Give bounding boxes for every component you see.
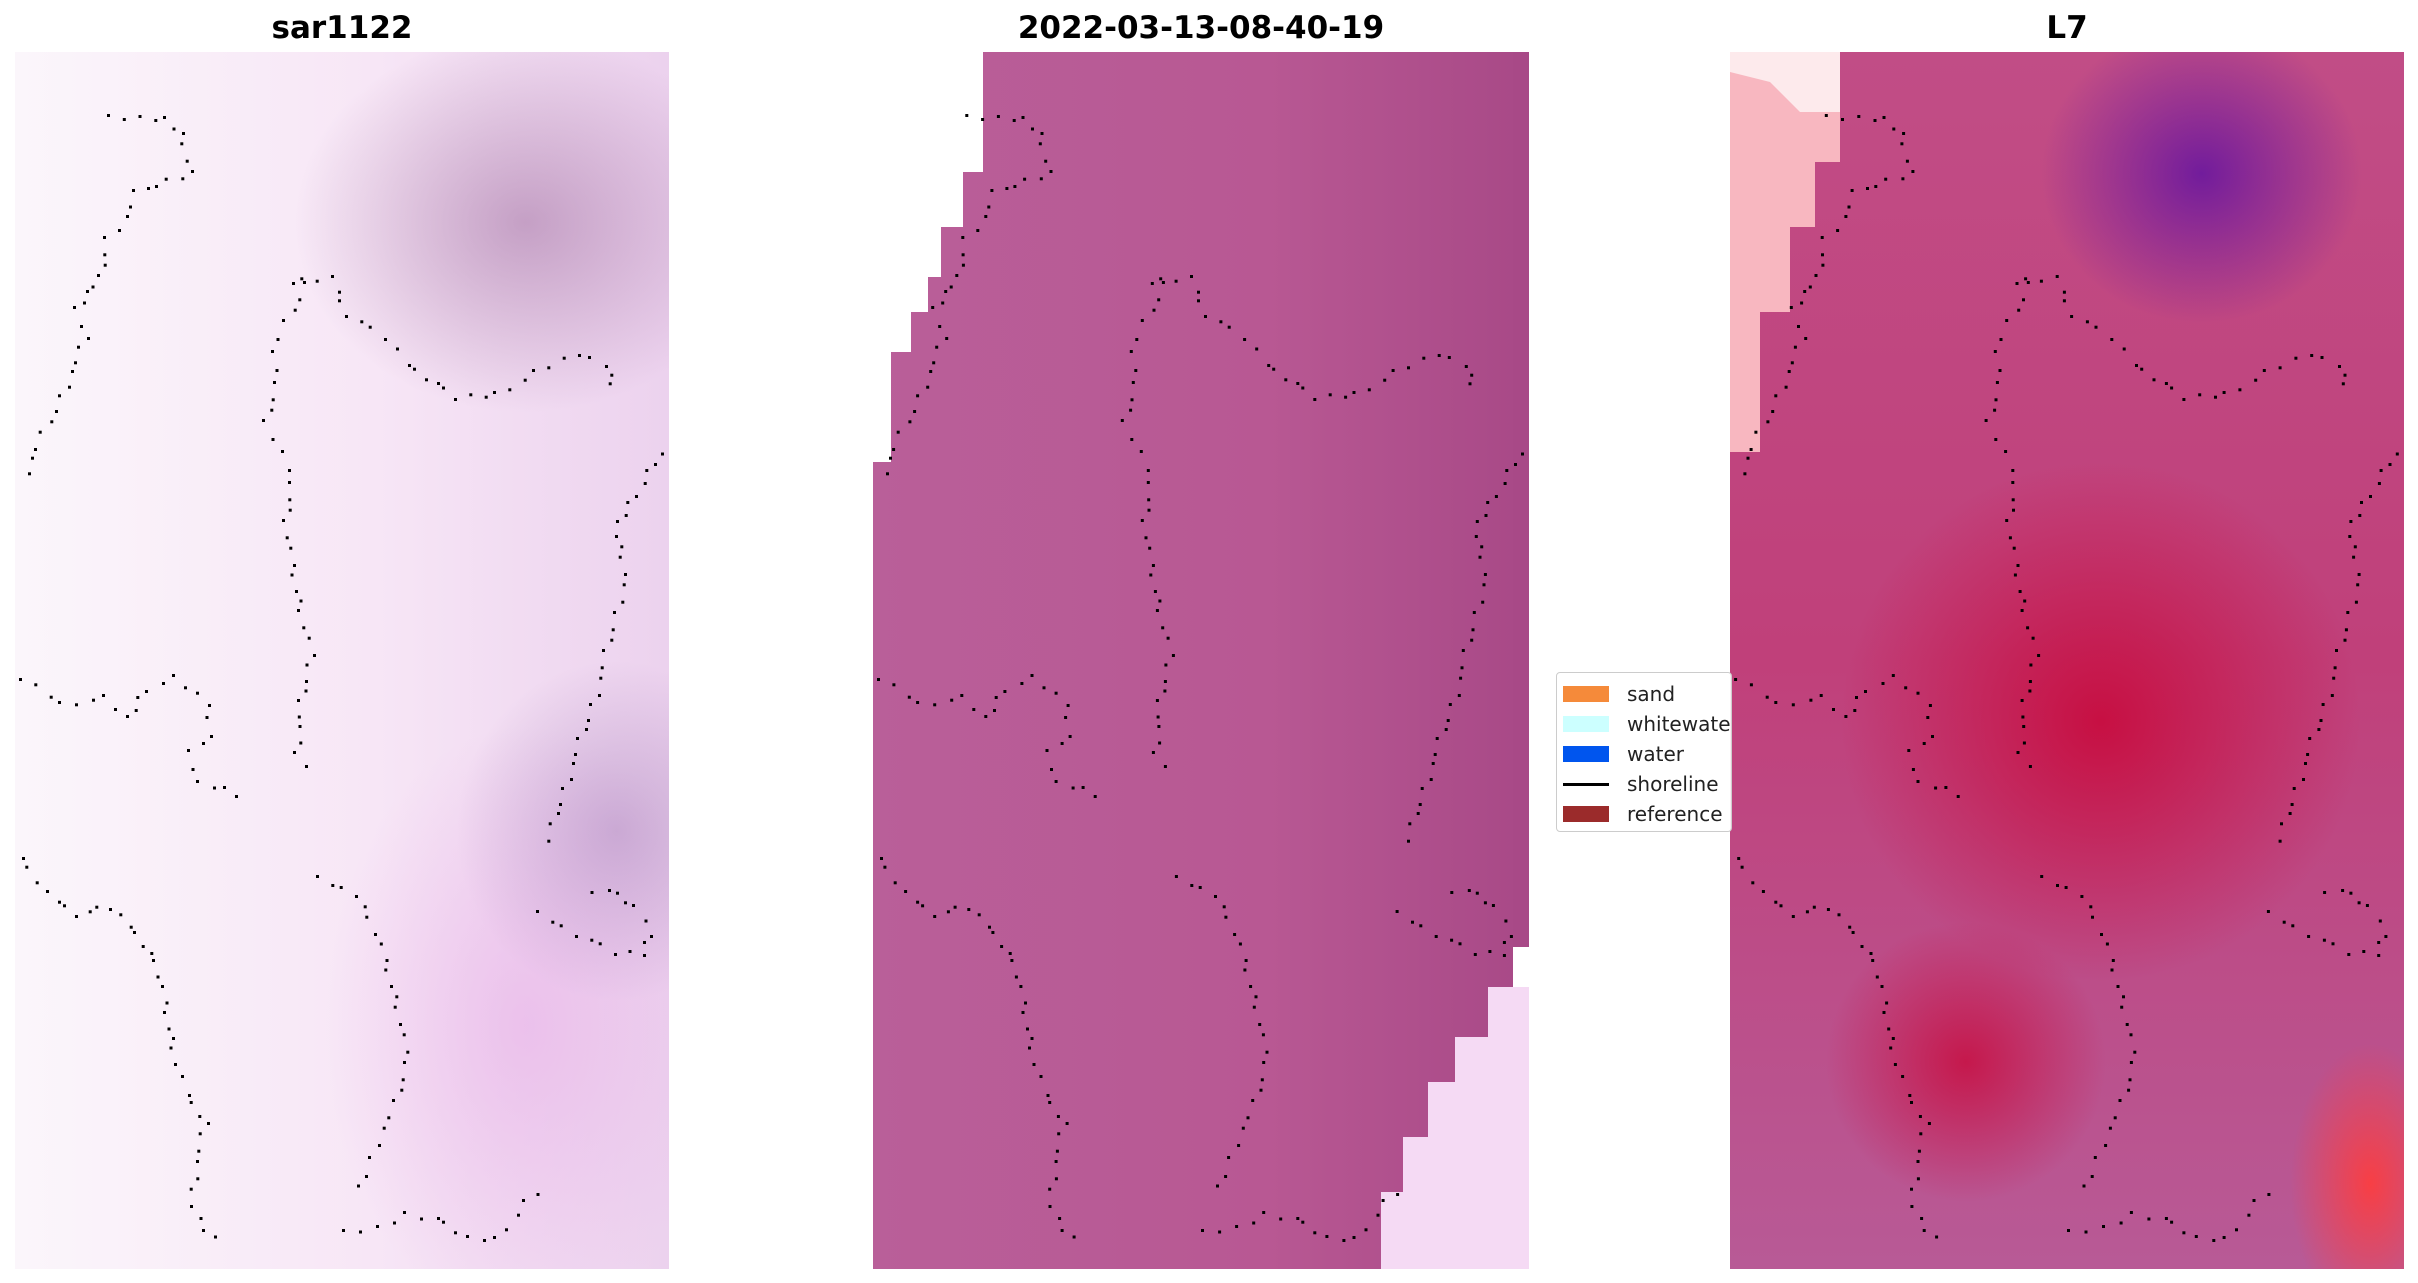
- panel-title-l7: L7: [2046, 10, 2088, 46]
- legend-swatch-sand: [1563, 686, 1609, 702]
- panel-title-sar: sar1122: [271, 10, 413, 46]
- shoreline-overlay-l7: [1730, 52, 2399, 1242]
- shoreline-overlay-sar: [19, 114, 664, 1242]
- legend-line-shoreline: [1563, 782, 1609, 786]
- legend-item-whitewater: whitewater: [1563, 709, 1732, 739]
- legend-swatch-reference: [1563, 806, 1609, 822]
- legend-item-sand: sand: [1563, 679, 1675, 709]
- image-panel-l7: [1730, 52, 2404, 1269]
- legend-item-water: water: [1563, 739, 1684, 769]
- legend-label-water: water: [1627, 742, 1684, 766]
- legend-label-sand: sand: [1627, 682, 1676, 706]
- image-footprint: [873, 52, 1529, 1269]
- legend: sand whitewater water shoreline referenc…: [1556, 672, 1732, 832]
- legend-swatch-whitewater: [1563, 716, 1609, 732]
- legend-label-reference: reference: [1627, 802, 1723, 826]
- legend-item-reference: reference: [1563, 799, 1723, 829]
- image-panel-date: [873, 52, 1529, 1269]
- image-panel-sar: [15, 52, 669, 1269]
- legend-label-whitewater: whitewater: [1627, 712, 1732, 736]
- legend-label-shoreline: shoreline: [1627, 772, 1719, 796]
- legend-swatch-water: [1563, 746, 1609, 762]
- legend-item-shoreline: shoreline: [1563, 769, 1719, 799]
- panel-title-date: 2022-03-13-08-40-19: [1017, 10, 1385, 46]
- shoreline-overlay-date: [873, 52, 1529, 1269]
